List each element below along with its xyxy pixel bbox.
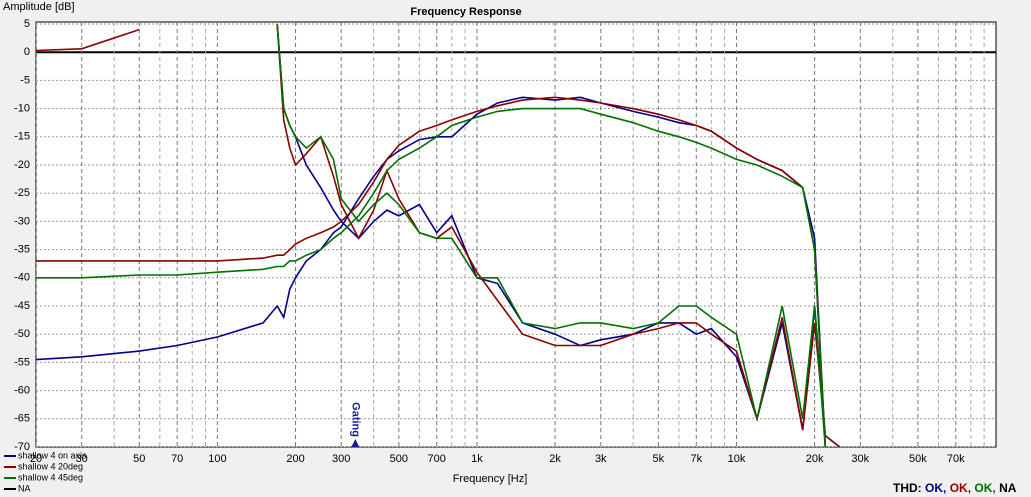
y-tick-label: -50 xyxy=(14,328,30,340)
y-tick-label: -15 xyxy=(14,131,30,143)
y-axis-label: Amplitude [dB] xyxy=(3,1,75,13)
y-tick-label: -10 xyxy=(14,103,30,115)
y-tick-label: -20 xyxy=(14,159,30,171)
plot-area xyxy=(35,21,997,448)
x-tick-label: 3k xyxy=(595,453,607,465)
chart-title: Frequency Response xyxy=(410,6,521,18)
thd-item: NA xyxy=(999,481,1017,495)
x-tick-label: 100 xyxy=(208,453,226,465)
x-tick-label: 30k xyxy=(851,453,869,465)
thd-text: THD: OK, OK, OK, NA xyxy=(893,481,1017,495)
thd-item: OK, xyxy=(925,481,946,495)
legend-label: shallow 4 20deg xyxy=(18,461,83,471)
plot xyxy=(36,22,996,447)
y-tick-label: -35 xyxy=(14,244,30,256)
thd-status: THD: OK, OK, OK, NA xyxy=(893,481,1017,495)
y-tick-label: -45 xyxy=(14,300,30,312)
x-tick-label: 20k xyxy=(806,453,824,465)
thd-item: THD: xyxy=(893,481,922,495)
x-tick-label: 70k xyxy=(947,453,965,465)
secondary-line xyxy=(36,23,841,447)
x-tick-label: 50k xyxy=(909,453,927,465)
legend-label: NA xyxy=(18,483,31,493)
x-tick-label: 300 xyxy=(332,453,350,465)
x-tick-label: 7k xyxy=(690,453,702,465)
x-tick-label: 500 xyxy=(390,453,408,465)
y-tick-label: -30 xyxy=(14,215,30,227)
series-line xyxy=(36,107,827,447)
y-tick-label: -70 xyxy=(14,441,30,453)
y-tick-label: -40 xyxy=(14,272,30,284)
series-line xyxy=(36,96,827,447)
y-tick-label: -55 xyxy=(14,356,30,368)
gating-marker xyxy=(351,439,360,447)
x-axis-label: Frequency [Hz] xyxy=(453,473,528,485)
y-tick-label: -65 xyxy=(14,413,30,425)
secondary-line xyxy=(276,23,827,447)
y-tick-label: -60 xyxy=(14,385,30,397)
x-tick-label: 200 xyxy=(286,453,304,465)
x-tick-label: 50 xyxy=(133,453,145,465)
y-tick-label: -25 xyxy=(14,187,30,199)
x-tick-label: 70 xyxy=(171,453,183,465)
x-tick-label: 2k xyxy=(549,453,561,465)
x-tick-label: 1k xyxy=(471,453,483,465)
thd-item: OK, xyxy=(974,481,995,495)
x-tick-label: 10k xyxy=(728,453,746,465)
x-tick-label: 700 xyxy=(428,453,446,465)
x-tick-label: 20 xyxy=(30,453,42,465)
legend-label: shallow 4 on axis xyxy=(18,450,87,460)
legend-label: shallow 4 45deg xyxy=(18,472,83,482)
x-tick-label: 30 xyxy=(76,453,88,465)
gating-label: Gating xyxy=(349,402,361,437)
x-tick-label: 5k xyxy=(653,453,665,465)
y-tick-label: 5 xyxy=(24,18,30,30)
y-tick-label: -5 xyxy=(20,74,30,86)
y-tick-label: 0 xyxy=(24,46,30,58)
thd-item: OK, xyxy=(950,481,971,495)
